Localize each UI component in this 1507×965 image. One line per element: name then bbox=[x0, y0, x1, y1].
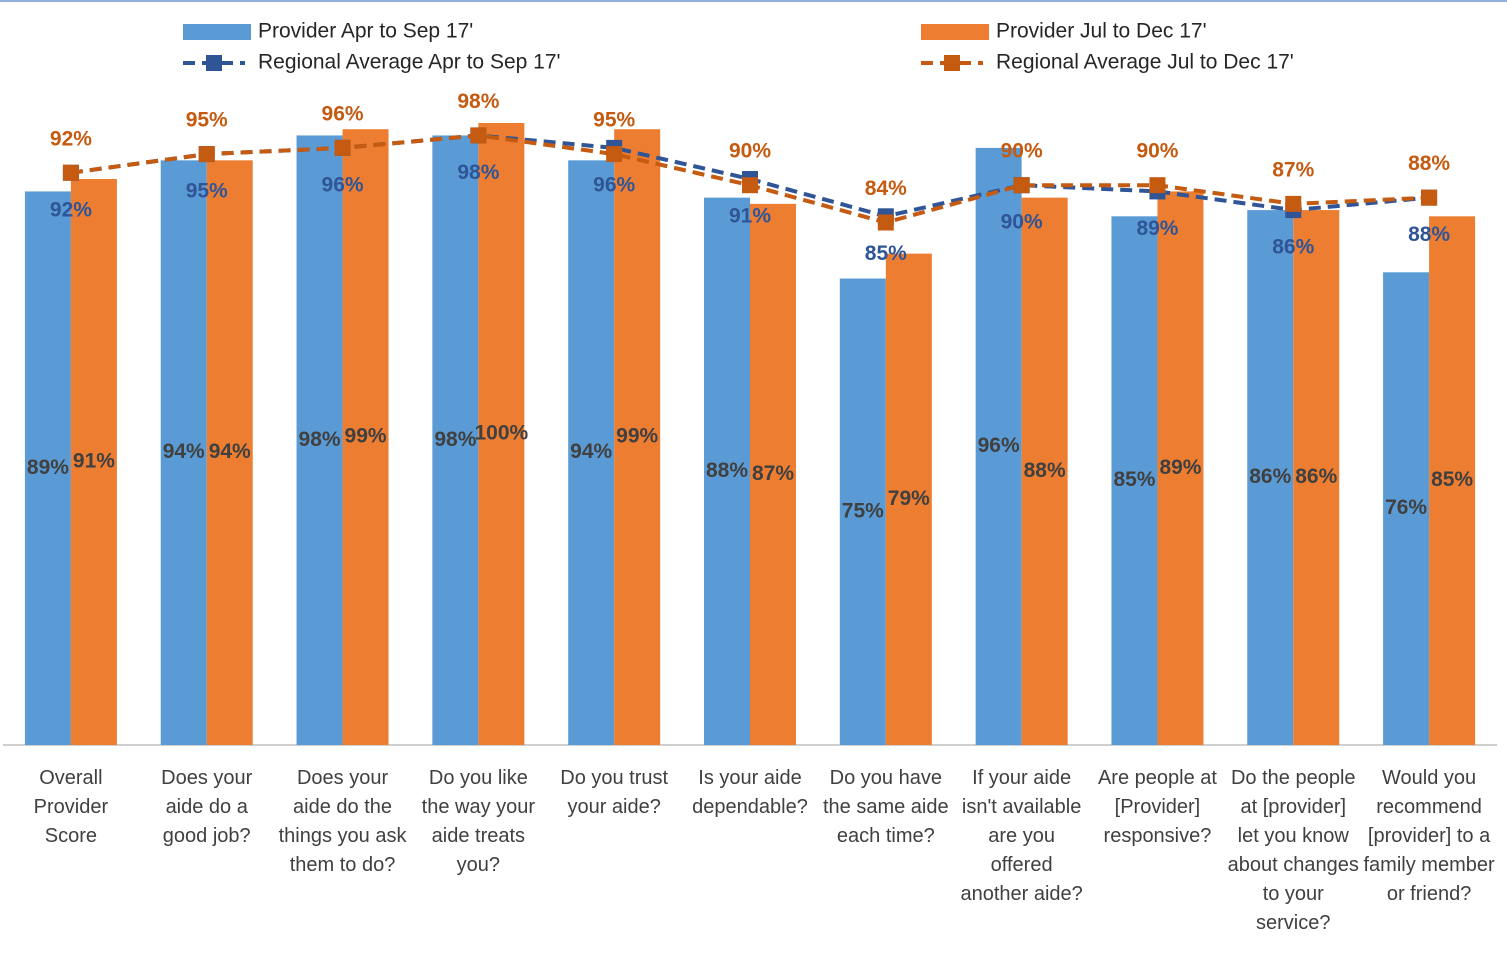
line-value-label: 95% bbox=[593, 109, 635, 132]
bar-value-label: 98% bbox=[299, 428, 341, 451]
legend-marker bbox=[944, 55, 960, 71]
bar-value-label: 99% bbox=[616, 425, 658, 448]
bar bbox=[70, 178, 117, 746]
bar-value-label: 79% bbox=[888, 487, 930, 510]
bar-value-label: 94% bbox=[209, 440, 251, 463]
bar-value-label: 88% bbox=[1024, 459, 1066, 482]
line-marker bbox=[742, 177, 758, 194]
line-value-label: 88% bbox=[1408, 223, 1450, 246]
legend-label: Regional Average Jul to Dec 17' bbox=[996, 51, 1294, 74]
line-value-label: 96% bbox=[593, 173, 635, 196]
line-value-label: 90% bbox=[1001, 211, 1043, 234]
bar-value-label: 99% bbox=[345, 425, 387, 448]
line-value-label: 92% bbox=[50, 127, 92, 150]
bar bbox=[839, 278, 886, 745]
bar bbox=[614, 129, 661, 746]
line-marker bbox=[1421, 189, 1438, 206]
line-value-label: 98% bbox=[457, 90, 499, 113]
legend-swatch bbox=[183, 24, 251, 40]
line-value-label: 88% bbox=[1408, 152, 1450, 175]
legend-swatch bbox=[921, 24, 989, 40]
bar-value-label: 98% bbox=[434, 428, 476, 451]
x-tick-label: Does your aide do a good job? bbox=[161, 767, 253, 847]
line-value-label: 87% bbox=[1272, 158, 1314, 181]
legend-marker bbox=[206, 55, 222, 71]
bar-value-label: 89% bbox=[27, 456, 69, 479]
line-value-label: 90% bbox=[1001, 140, 1043, 163]
line-value-label: 96% bbox=[322, 173, 364, 196]
line-value-label: 85% bbox=[865, 242, 907, 265]
bar-value-label: 89% bbox=[1159, 456, 1201, 479]
x-tick-label: Do you have the same aide each time? bbox=[822, 767, 949, 847]
line-marker bbox=[470, 127, 487, 144]
x-tick-label: Would you recommend [provider] to a fami… bbox=[1363, 767, 1495, 905]
bar-value-label: 85% bbox=[1113, 468, 1155, 491]
line-value-label: 86% bbox=[1272, 236, 1314, 259]
x-tick-label: If your aide isn't available are you off… bbox=[960, 767, 1083, 905]
bar bbox=[1111, 216, 1158, 746]
line-marker bbox=[877, 214, 894, 231]
bar bbox=[160, 160, 207, 745]
bar bbox=[1429, 216, 1476, 746]
x-tick-label: Does your aide do the things you ask the… bbox=[278, 767, 407, 876]
bar bbox=[704, 197, 750, 745]
bar bbox=[342, 129, 389, 746]
line-value-label: 90% bbox=[729, 140, 771, 163]
line-value-label: 95% bbox=[186, 109, 228, 132]
x-tick-label: Are people at [Provider] responsive? bbox=[1097, 767, 1217, 847]
line-value-label: 84% bbox=[865, 177, 907, 200]
bar bbox=[206, 160, 253, 745]
bar-value-label: 75% bbox=[842, 499, 884, 522]
line-marker bbox=[334, 139, 351, 156]
bar bbox=[885, 253, 932, 745]
bar bbox=[1157, 191, 1204, 746]
bar-value-label: 86% bbox=[1249, 465, 1291, 488]
line-value-label: 95% bbox=[186, 180, 228, 203]
bar-value-label: 94% bbox=[570, 440, 612, 463]
bar-value-label: 76% bbox=[1385, 496, 1427, 519]
line-value-label: 96% bbox=[322, 102, 364, 125]
bar bbox=[975, 147, 1022, 745]
bar-value-label: 94% bbox=[163, 440, 205, 463]
bar bbox=[1293, 210, 1340, 745]
line-marker bbox=[1013, 177, 1030, 194]
bar bbox=[1021, 197, 1068, 745]
bar-value-label: 87% bbox=[752, 462, 794, 485]
bar-value-label: 96% bbox=[978, 434, 1020, 457]
line-marker bbox=[198, 146, 215, 163]
bar bbox=[750, 203, 796, 746]
legend-label: Regional Average Apr to Sep 17' bbox=[258, 51, 561, 74]
bar bbox=[1383, 272, 1430, 745]
bar bbox=[296, 135, 343, 745]
bar-value-label: 86% bbox=[1295, 465, 1337, 488]
line-value-label: 91% bbox=[729, 205, 771, 228]
legend-label: Provider Jul to Dec 17' bbox=[996, 20, 1207, 43]
line-marker bbox=[62, 164, 79, 181]
x-tick-label: Do you trust your aide? bbox=[560, 767, 669, 818]
bar-value-label: 91% bbox=[73, 450, 115, 473]
line-marker bbox=[606, 146, 623, 163]
line-marker bbox=[1149, 177, 1166, 194]
bar bbox=[432, 135, 479, 745]
x-tick-label: Do you like the way your aide treats you… bbox=[421, 767, 536, 876]
line-value-label: 98% bbox=[457, 161, 499, 184]
bar bbox=[1247, 210, 1294, 745]
x-tick-label: Is your aide dependable? bbox=[692, 767, 808, 818]
x-tick-label: Overall Provider Score bbox=[33, 767, 109, 847]
x-tick-label: Do the people at [provider] let you know… bbox=[1227, 767, 1359, 934]
bar bbox=[24, 191, 71, 746]
line-value-label: 90% bbox=[1136, 140, 1178, 163]
line-value-label: 89% bbox=[1136, 217, 1178, 240]
bar bbox=[568, 160, 615, 745]
line-value-label: 92% bbox=[50, 198, 92, 221]
line-marker bbox=[1285, 195, 1302, 212]
bar-value-label: 88% bbox=[706, 459, 748, 482]
bar bbox=[478, 123, 525, 745]
legend-label: Provider Apr to Sep 17' bbox=[258, 20, 473, 43]
bar-value-label: 100% bbox=[475, 422, 529, 445]
bar-value-label: 85% bbox=[1431, 468, 1473, 491]
